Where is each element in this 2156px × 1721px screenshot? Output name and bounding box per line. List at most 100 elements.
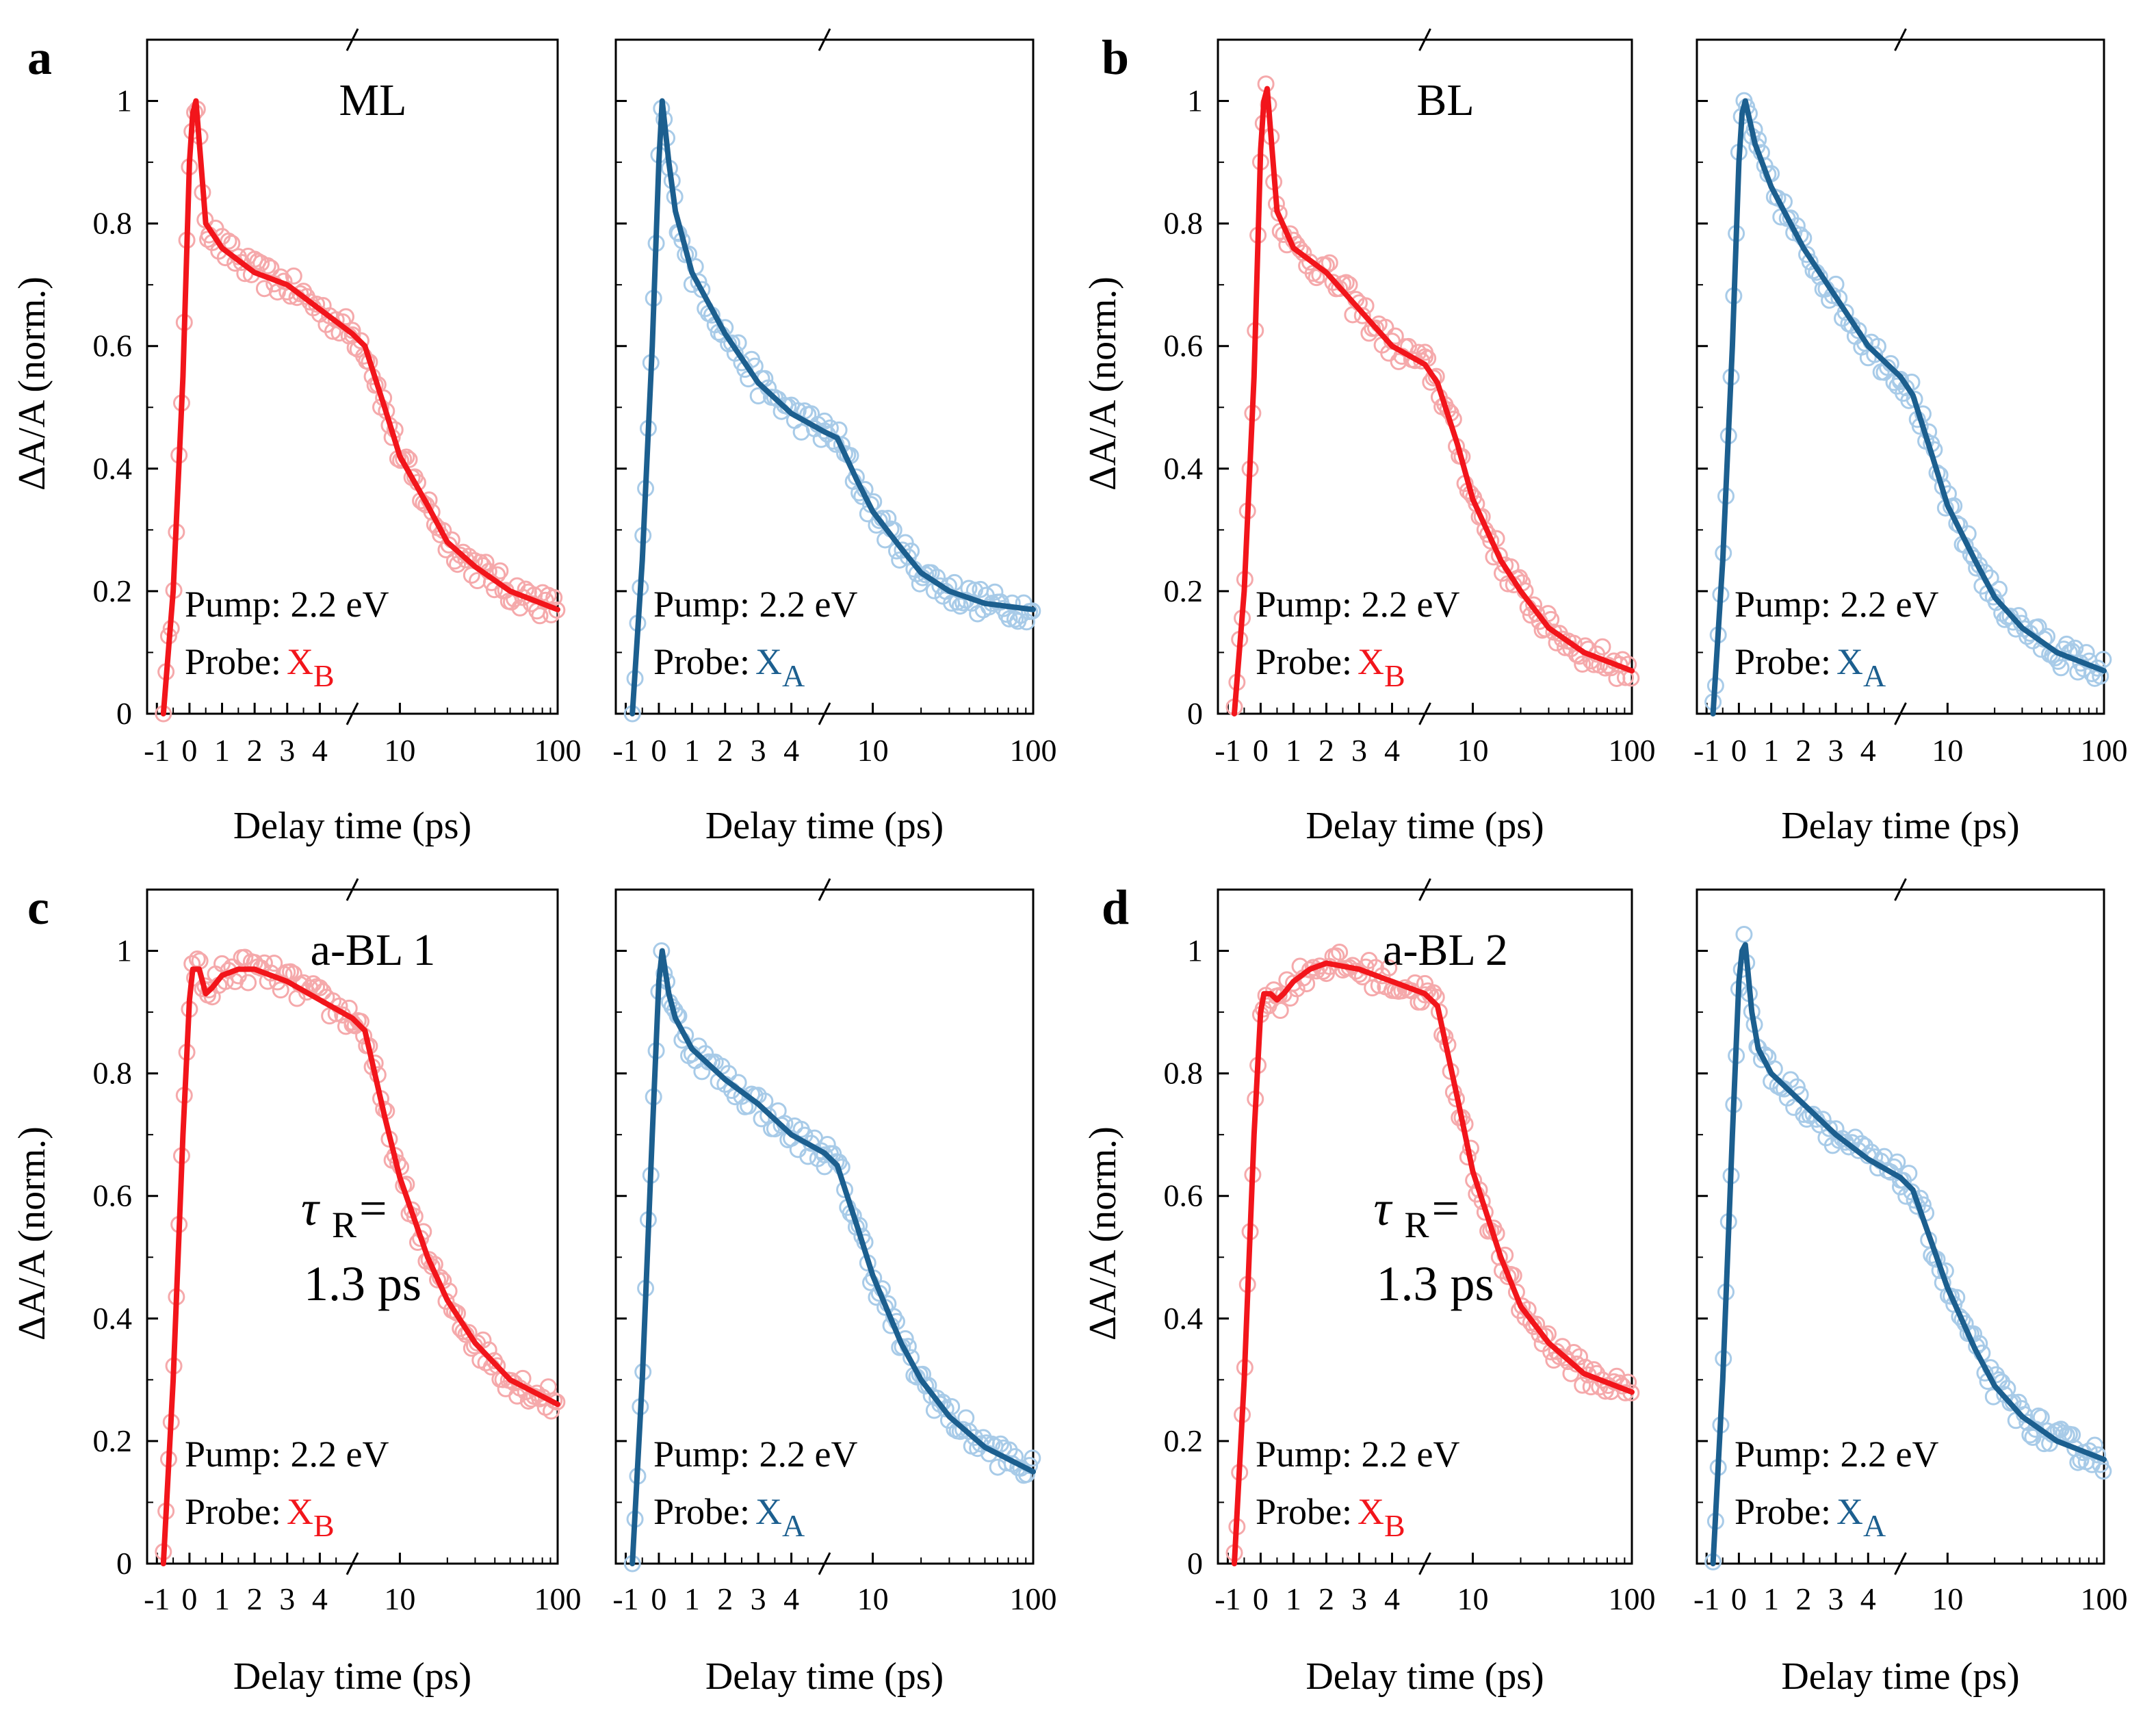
probe-subscript: B — [1384, 658, 1405, 693]
x-tick-label: 0 — [651, 733, 666, 768]
subplot-a-2: -1 0 1 2 3 4 10 100 Delay time (ps) Pump: 2.2 eV P… — [612, 28, 1057, 847]
x-tick-label: 1 — [214, 733, 230, 768]
plot-title: BL — [1416, 75, 1474, 125]
pump-label: Pump: 2.2 eV — [185, 1434, 389, 1475]
y-tick-label: 0.6 — [1164, 328, 1204, 363]
tau-value: 1.3 ps — [1376, 1256, 1494, 1311]
scatter-markers — [155, 101, 566, 723]
y-tick-label: 0.8 — [1164, 206, 1204, 241]
y-tick-label: 1 — [116, 933, 132, 968]
x-tick-label: 4 — [1384, 1581, 1400, 1616]
x-tick-label: 2 — [247, 1581, 263, 1616]
scatter-point — [723, 334, 740, 352]
probe-symbol: X — [1836, 641, 1863, 682]
scatter-point — [2077, 644, 2095, 662]
tau-symbol: τ — [1374, 1181, 1393, 1236]
scatter-point — [931, 1395, 949, 1413]
scatter-point — [1386, 327, 1404, 345]
axis-break-bottom — [346, 1552, 359, 1575]
x-tick-label: -1 — [612, 1581, 638, 1616]
axis-break-top — [346, 878, 359, 901]
scatter-point — [1594, 638, 1611, 656]
x-tick-label: 3 — [751, 1581, 766, 1616]
subplot-d-2: -1 0 1 2 3 4 10 100 Delay time (ps) Pump: 2.2 eV P… — [1693, 878, 2128, 1698]
x-tick-label: 100 — [1010, 733, 1057, 768]
x-tick-label: 4 — [783, 733, 799, 768]
probe-symbol: X — [1836, 1491, 1863, 1532]
x-tick-label: 1 — [1763, 733, 1779, 768]
probe-subscript: B — [313, 658, 335, 693]
scatter-point — [677, 1026, 694, 1044]
y-axis-title: ΔA/A (norm.) — [11, 1126, 53, 1341]
x-tick-label: 10 — [1457, 1581, 1488, 1616]
scatter-point — [452, 546, 469, 564]
scatter-point — [1888, 1153, 1906, 1171]
y-tick-label: 0.6 — [93, 1178, 133, 1213]
y-tick-label: 0 — [1187, 1546, 1203, 1581]
x-tick-label: 10 — [384, 733, 415, 768]
x-tick-label: 100 — [2081, 1581, 2128, 1616]
x-tick-label: 0 — [1731, 733, 1747, 768]
probe-subscript: A — [782, 658, 805, 693]
panel-letter: c — [27, 880, 49, 935]
scatter-point — [1735, 925, 1753, 943]
fit-line — [629, 98, 1036, 716]
scatter-point — [429, 1271, 447, 1289]
fit-line — [160, 966, 560, 1566]
panel-letter: a — [27, 30, 52, 85]
scatter-point — [343, 326, 361, 344]
axis-break-bottom — [1418, 702, 1431, 725]
scatter-markers — [623, 99, 1041, 723]
scatter-point — [1562, 1364, 1580, 1382]
probe-label: Probe: — [653, 641, 750, 682]
axis-break-bottom — [1894, 702, 1907, 725]
scatter-point — [1574, 1376, 1592, 1394]
x-tick-label: -1 — [1215, 1581, 1241, 1616]
scatter-point — [1301, 961, 1319, 979]
fit-line — [160, 98, 560, 716]
scatter-point — [1271, 1002, 1289, 1020]
scatter-point — [989, 1458, 1006, 1476]
plot-title: a-BL 2 — [1383, 925, 1508, 975]
y-tick-label: 0.8 — [93, 206, 133, 241]
y-tick-label: 1 — [116, 83, 132, 118]
y-tick-label: 0.6 — [1164, 1178, 1204, 1213]
x-tick-label: 100 — [1010, 1581, 1057, 1616]
axis-break-top — [818, 878, 831, 901]
probe-label: Probe: — [1735, 641, 1831, 682]
y-tick-label: 0.2 — [1164, 573, 1204, 608]
x-tick-label: 1 — [1763, 1581, 1779, 1616]
probe-label: Probe: — [185, 641, 281, 682]
y-tick-label: 0 — [116, 696, 132, 731]
x-axis-title: Delay time (ps) — [233, 1655, 471, 1698]
y-tick-label: 0.8 — [1164, 1056, 1204, 1091]
scatter-point — [477, 554, 495, 571]
probe-symbol: X — [755, 1491, 782, 1532]
scatter-point — [1301, 253, 1319, 271]
x-tick-label: 3 — [751, 733, 766, 768]
scatter-point — [548, 601, 566, 619]
scatter-point — [1416, 986, 1433, 1004]
scatter-point — [1900, 1165, 1918, 1182]
y-tick-label: 0 — [116, 1546, 132, 1581]
probe-label: Probe: — [653, 1491, 750, 1532]
probe-subscript: B — [313, 1508, 335, 1543]
scatter-point — [2094, 651, 2112, 669]
pump-label: Pump: 2.2 eV — [1735, 1434, 1939, 1475]
scatter-point — [423, 503, 441, 521]
fit-line — [629, 948, 1036, 1566]
axis-break-top — [1418, 28, 1431, 51]
x-tick-label: 2 — [717, 1581, 733, 1616]
probe-label: Probe: — [1256, 1491, 1352, 1532]
x-tick-label: 2 — [1795, 733, 1811, 768]
probe-symbol: X — [755, 641, 782, 682]
pump-label: Pump: 2.2 eV — [1256, 584, 1460, 625]
x-tick-label: 4 — [1384, 733, 1400, 768]
x-axis-title: Delay time (ps) — [1781, 1655, 2019, 1698]
scatter-point — [1559, 1353, 1577, 1371]
pump-label: Pump: 2.2 eV — [653, 1434, 858, 1475]
probe-symbol: X — [1358, 641, 1384, 682]
